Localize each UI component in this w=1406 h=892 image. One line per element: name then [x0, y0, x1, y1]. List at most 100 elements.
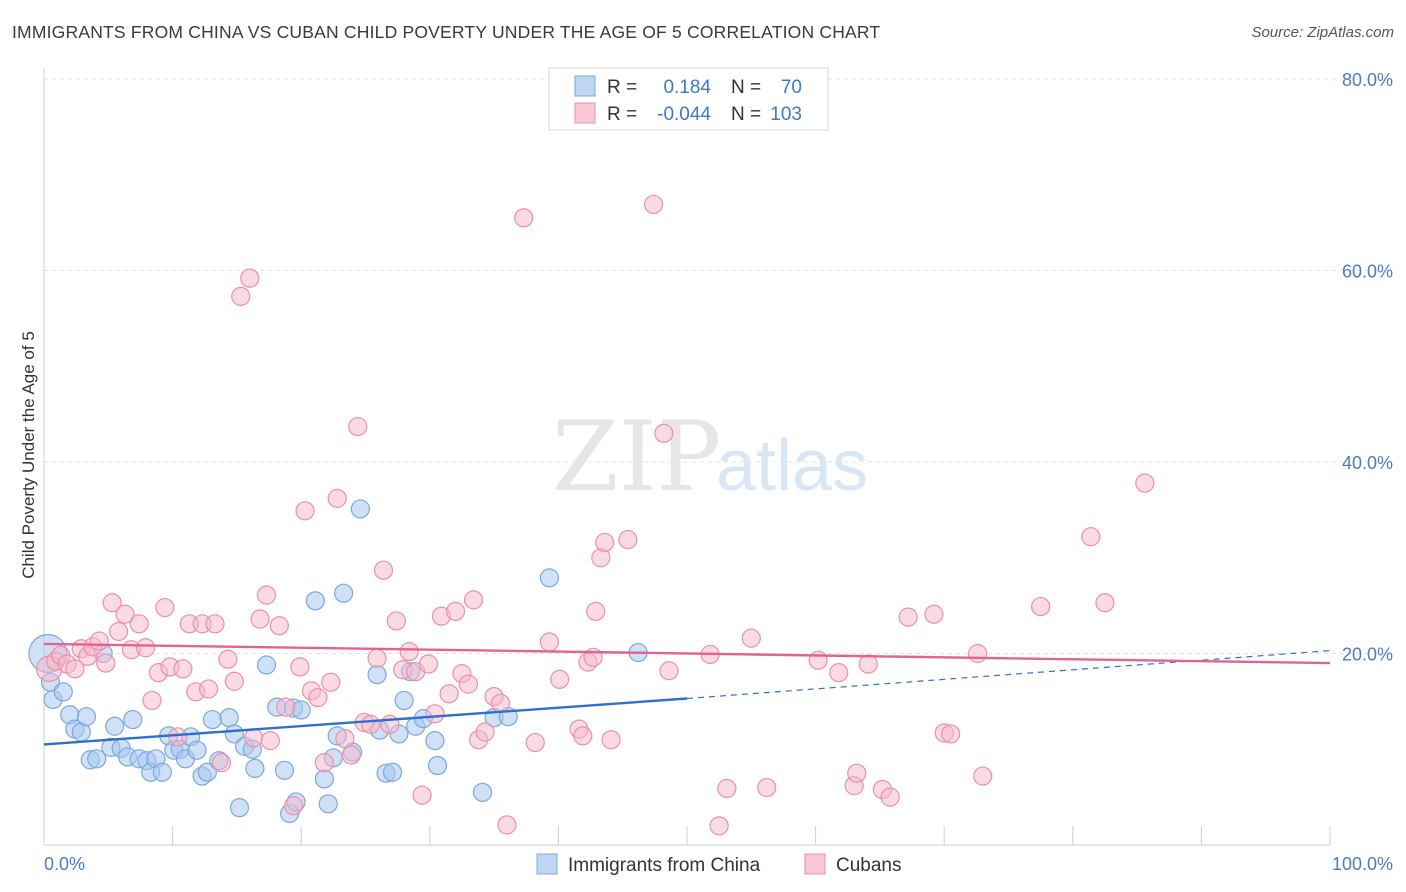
cubans-point	[595, 532, 615, 553]
china-point	[53, 682, 73, 702]
data-points	[28, 194, 1155, 836]
china-point	[539, 568, 559, 588]
cubans-point	[231, 286, 251, 306]
cubans-point	[205, 614, 225, 634]
bottom-legend-swatch-cubans	[804, 853, 826, 875]
cubans-point	[418, 654, 439, 674]
cubans-point	[880, 787, 900, 807]
cubans-point	[129, 614, 149, 634]
cubans-point	[314, 753, 334, 773]
china-point	[202, 709, 223, 730]
china-point	[229, 798, 250, 818]
cubans-point	[224, 671, 244, 691]
china-point	[187, 740, 207, 760]
cubans-point	[525, 732, 545, 753]
y-tick-label-40: 40.0%	[1342, 453, 1393, 473]
cubans-point	[654, 423, 674, 443]
china-point	[472, 782, 493, 802]
cubans-point	[199, 679, 219, 699]
cubans-point	[380, 714, 400, 734]
cubans-point	[858, 654, 878, 674]
cubans-point	[412, 785, 432, 805]
chart-title: IMMIGRANTS FROM CHINA VS CUBAN CHILD POV…	[12, 22, 881, 42]
cubans-point	[102, 593, 122, 613]
gridlines	[44, 78, 1393, 654]
legend-r-value-cubans: -0.044	[657, 104, 711, 125]
cubans-point	[717, 778, 737, 799]
china-point	[219, 708, 239, 728]
cubans-point	[244, 728, 264, 748]
cubans-point	[256, 585, 277, 605]
cubans-point	[1095, 593, 1115, 613]
china-point	[334, 583, 354, 603]
x-tick-label-100: 100.0%	[1332, 854, 1393, 874]
cubans-point	[168, 727, 188, 747]
y-tick-label-20: 20.0%	[1342, 645, 1393, 665]
cubans-point	[335, 729, 355, 749]
legend-n-value-china: 70	[781, 77, 802, 98]
cubans-point	[96, 653, 116, 673]
bottom-legend-swatch-china	[536, 853, 558, 875]
cubans-point	[142, 690, 162, 711]
cubans-point	[135, 638, 156, 658]
axes	[43, 68, 1331, 846]
cubans-point	[475, 722, 495, 742]
cubans-point	[586, 601, 606, 621]
cubans-point	[65, 659, 85, 679]
china-point	[427, 755, 448, 776]
cubans-point	[361, 714, 381, 734]
watermark-atlas: atlas	[716, 426, 868, 506]
y-axis-label: Child Poverty Under the Age of 5	[19, 331, 38, 579]
china-point	[274, 760, 295, 780]
cubans-point	[741, 628, 761, 648]
cubans-point	[924, 604, 944, 624]
china-point	[318, 794, 338, 814]
cubans-point	[439, 684, 459, 704]
cubans-point	[283, 796, 304, 816]
cubans-point	[829, 663, 849, 683]
cubans-point	[941, 724, 961, 744]
china-point	[305, 591, 325, 611]
cubans-point	[968, 643, 988, 664]
cubans-point	[618, 529, 638, 550]
cubans-point	[115, 604, 135, 624]
cubans-point	[399, 641, 419, 662]
cubans-point	[290, 657, 310, 677]
legend-r-value-china: 0.184	[663, 77, 711, 98]
china-trend-extension	[686, 650, 1331, 700]
cubans-point	[260, 731, 280, 751]
china-point	[197, 762, 217, 782]
cubans-point	[425, 704, 445, 724]
cubans-point	[757, 777, 777, 798]
x-tick-label-0: 0.0%	[44, 854, 85, 874]
cubans-point	[240, 268, 260, 288]
cubans-point	[514, 208, 534, 228]
series-legend: Immigrants from China Cubans	[536, 853, 902, 876]
cubans-point	[1081, 527, 1101, 547]
cubans-point	[373, 560, 394, 580]
china-point	[245, 758, 265, 779]
cubans-point	[539, 632, 559, 652]
cubans-point	[367, 648, 387, 668]
cubans-trend-line	[43, 642, 1331, 665]
china-trend-line	[43, 697, 688, 746]
cubans-point	[463, 590, 484, 610]
china-point	[105, 716, 125, 736]
cubans-point	[173, 659, 193, 679]
china-point	[76, 707, 97, 727]
cubans-point	[490, 693, 511, 713]
cubans-point	[308, 687, 328, 708]
cubans-point	[218, 649, 238, 669]
legend-swatch-china	[574, 75, 596, 97]
cubans-point	[497, 815, 517, 835]
cubans-point	[327, 488, 347, 508]
cubans-point	[269, 616, 289, 636]
cubans-point	[89, 631, 109, 651]
cubans-point	[847, 763, 867, 783]
china-point	[87, 749, 107, 769]
cubans-point	[643, 194, 664, 215]
correlation-legend: R = 0.184 N = 70 R = -0.044 N = 103	[548, 67, 829, 131]
china-point	[152, 762, 172, 782]
cubans-point	[276, 697, 296, 717]
